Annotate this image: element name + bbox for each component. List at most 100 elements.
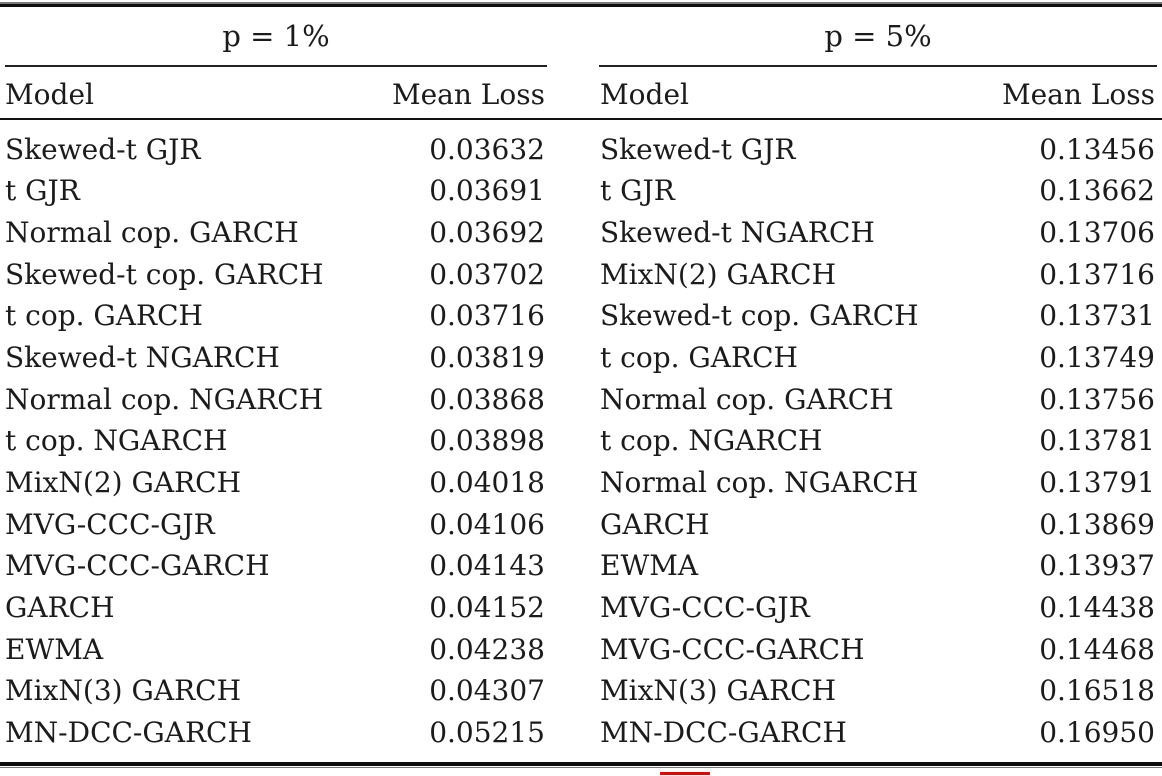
model-name-cell: Skewed-t GJR bbox=[5, 132, 201, 166]
table-row: EWMA 0.13937 bbox=[600, 545, 1155, 587]
top-rule-thick-line bbox=[0, 3, 1162, 7]
model-name-cell: t GJR bbox=[5, 174, 80, 208]
mean-loss-value-cell: 0.13749 bbox=[1039, 340, 1155, 374]
table-row: GARCH 0.04152 bbox=[5, 587, 545, 629]
table-row: Normal cop. GARCH 0.03692 bbox=[5, 212, 545, 254]
table-row: Skewed-t cop. GARCH 0.13731 bbox=[600, 295, 1155, 337]
table-row: Skewed-t NGARCH 0.03819 bbox=[5, 337, 545, 379]
mean-loss-value-cell: 0.05215 bbox=[429, 716, 545, 750]
table-row: t cop. GARCH 0.13749 bbox=[600, 337, 1155, 379]
table-row: MixN(2) GARCH 0.13716 bbox=[600, 253, 1155, 295]
column-headers-left: Model Mean Loss bbox=[0, 67, 581, 118]
mean-loss-value-cell: 0.13781 bbox=[1039, 424, 1155, 458]
table-row: MixN(2) GARCH 0.04018 bbox=[5, 462, 545, 504]
mean-loss-value-cell: 0.04307 bbox=[429, 674, 545, 708]
mean-loss-value-cell: 0.14438 bbox=[1039, 591, 1155, 625]
table-row: MixN(3) GARCH 0.16518 bbox=[600, 670, 1155, 712]
mean-loss-value-cell: 0.13731 bbox=[1039, 299, 1155, 333]
mean-loss-value-cell: 0.04018 bbox=[429, 466, 545, 500]
bottom-rule-thick-line bbox=[0, 761, 1162, 766]
mean-loss-value-cell: 0.03868 bbox=[429, 382, 545, 416]
table-row: MN-DCC-GARCH 0.05215 bbox=[5, 712, 545, 754]
model-name-cell: GARCH bbox=[600, 507, 710, 541]
table-row: t cop. GARCH 0.03716 bbox=[5, 295, 545, 337]
model-name-cell: MN-DCC-GARCH bbox=[5, 716, 252, 750]
model-name-cell: EWMA bbox=[5, 632, 104, 666]
table-row: MVG-CCC-GJR 0.14438 bbox=[600, 587, 1155, 629]
cmidrule-left bbox=[0, 65, 581, 67]
mean-loss-value-cell: 0.13716 bbox=[1039, 257, 1155, 291]
mean-loss-value-cell: 0.13456 bbox=[1039, 132, 1155, 166]
mean-loss-value-cell: 0.04106 bbox=[429, 507, 545, 541]
model-name-cell: MVG-CCC-GARCH bbox=[5, 549, 270, 583]
model-name-cell: EWMA bbox=[600, 549, 699, 583]
mean-loss-value-cell: 0.13706 bbox=[1039, 215, 1155, 249]
mean-loss-value-cell: 0.03716 bbox=[429, 299, 545, 333]
model-name-cell: MN-DCC-GARCH bbox=[600, 716, 847, 750]
column-header-rule bbox=[0, 118, 1162, 121]
model-name-cell: Normal cop. NGARCH bbox=[5, 382, 324, 416]
model-name-cell: MixN(3) GARCH bbox=[600, 674, 836, 708]
model-name-cell: MixN(2) GARCH bbox=[5, 466, 241, 500]
bottom-rule-thin-line bbox=[0, 766, 1162, 768]
table-row: t cop. NGARCH 0.13781 bbox=[600, 420, 1155, 462]
model-name-cell: t cop. GARCH bbox=[5, 299, 203, 333]
cmidrule-right bbox=[581, 65, 1162, 67]
table-panel-p1: Skewed-t GJR 0.03632 t GJR 0.03691 Norma… bbox=[0, 128, 581, 753]
mean-loss-value-cell: 0.16518 bbox=[1039, 674, 1155, 708]
mean-loss-value-cell: 0.13791 bbox=[1039, 466, 1155, 500]
mean-loss-value-cell: 0.04152 bbox=[429, 591, 545, 625]
table-row: t cop. NGARCH 0.03898 bbox=[5, 420, 545, 462]
table-row: MN-DCC-GARCH 0.16950 bbox=[600, 712, 1155, 754]
model-column-header: Model bbox=[600, 78, 689, 111]
column-headers-right: Model Mean Loss bbox=[581, 67, 1162, 118]
top-rule-thin-line bbox=[0, 2, 1162, 4]
mean-loss-value-cell: 0.16950 bbox=[1039, 716, 1155, 750]
model-name-cell: Skewed-t NGARCH bbox=[600, 215, 875, 249]
table-row: MixN(3) GARCH 0.04307 bbox=[5, 670, 545, 712]
mean-loss-value-cell: 0.03691 bbox=[429, 174, 545, 208]
model-name-cell: GARCH bbox=[5, 591, 115, 625]
model-column-header: Model bbox=[5, 78, 94, 111]
mean-loss-column-header: Mean Loss bbox=[391, 78, 545, 111]
group-header-underline-row bbox=[0, 65, 1162, 67]
model-name-cell: Skewed-t cop. GARCH bbox=[5, 257, 324, 291]
mean-loss-value-cell: 0.04143 bbox=[429, 549, 545, 583]
mean-loss-value-cell: 0.13937 bbox=[1039, 549, 1155, 583]
table-bottom-rule bbox=[0, 761, 1162, 768]
table-row: Normal cop. NGARCH 0.03868 bbox=[5, 378, 545, 420]
table-row: Skewed-t NGARCH 0.13706 bbox=[600, 212, 1155, 254]
group-header-p1: p = 1% bbox=[222, 19, 330, 53]
table-row: Normal cop. GARCH 0.13756 bbox=[600, 378, 1155, 420]
table-row: GARCH 0.13869 bbox=[600, 503, 1155, 545]
mean-loss-value-cell: 0.14468 bbox=[1039, 632, 1155, 666]
model-name-cell: MVG-CCC-GJR bbox=[600, 591, 810, 625]
table-row: Skewed-t GJR 0.13456 bbox=[600, 128, 1155, 170]
mean-loss-value-cell: 0.13756 bbox=[1039, 382, 1155, 416]
model-name-cell: MVG-CCC-GARCH bbox=[600, 632, 865, 666]
model-name-cell: Normal cop. NGARCH bbox=[600, 466, 919, 500]
model-name-cell: t cop. NGARCH bbox=[600, 424, 823, 458]
model-name-cell: t cop. GARCH bbox=[600, 340, 798, 374]
table-row: Normal cop. NGARCH 0.13791 bbox=[600, 462, 1155, 504]
model-name-cell: MixN(3) GARCH bbox=[5, 674, 241, 708]
table-panel-p5: Skewed-t GJR 0.13456 t GJR 0.13662 Skewe… bbox=[581, 128, 1162, 753]
model-name-cell: MVG-CCC-GJR bbox=[5, 507, 215, 541]
column-header-row: Model Mean Loss Model Mean Loss bbox=[0, 67, 1162, 118]
table-row: t GJR 0.13662 bbox=[600, 170, 1155, 212]
table-row: EWMA 0.04238 bbox=[5, 628, 545, 670]
table-row: MVG-CCC-GJR 0.04106 bbox=[5, 503, 545, 545]
red-link-box-fragment[interactable] bbox=[660, 772, 710, 775]
mean-loss-column-header: Mean Loss bbox=[1001, 78, 1155, 111]
model-name-cell: MixN(2) GARCH bbox=[600, 257, 836, 291]
table-body: Skewed-t GJR 0.03632 t GJR 0.03691 Norma… bbox=[0, 120, 1162, 761]
table-row: MVG-CCC-GARCH 0.14468 bbox=[600, 628, 1155, 670]
table-row: MVG-CCC-GARCH 0.04143 bbox=[5, 545, 545, 587]
model-name-cell: Skewed-t GJR bbox=[600, 132, 796, 166]
table-top-rule bbox=[0, 2, 1162, 7]
model-name-cell: Skewed-t NGARCH bbox=[5, 340, 280, 374]
model-name-cell: t cop. NGARCH bbox=[5, 424, 228, 458]
model-name-cell: Normal cop. GARCH bbox=[5, 215, 299, 249]
mean-loss-value-cell: 0.04238 bbox=[429, 632, 545, 666]
mean-loss-value-cell: 0.13869 bbox=[1039, 507, 1155, 541]
